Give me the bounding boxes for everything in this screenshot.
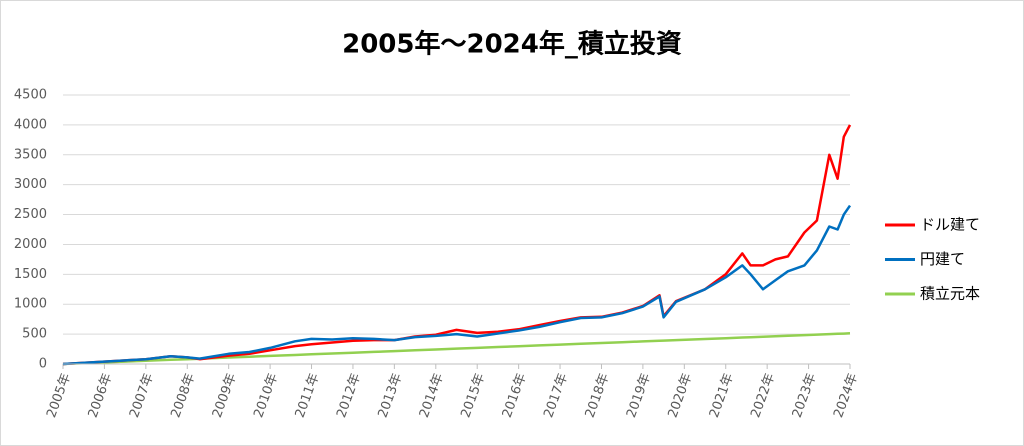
y-tick-label: 1000 <box>14 297 47 312</box>
y-tick-label: 0 <box>39 357 47 372</box>
y-tick-label: 4500 <box>14 88 47 103</box>
y-tick-label: 3500 <box>14 147 47 162</box>
chart-title: 2005年～2024年_積立投資 <box>342 29 682 60</box>
y-tick-label: 3000 <box>14 177 47 192</box>
y-tick-label: 1500 <box>14 267 47 282</box>
y-tick-label: 2500 <box>14 207 47 222</box>
legend-label: 円建て <box>920 250 965 268</box>
y-tick-label: 2000 <box>14 237 47 252</box>
y-tick-label: 4000 <box>14 117 47 132</box>
legend-label: 積立元本 <box>920 285 980 303</box>
legend-label: ドル建て <box>920 216 980 234</box>
series-line <box>62 332 851 366</box>
y-tick-label: 500 <box>22 327 47 342</box>
series-line <box>62 204 852 366</box>
series-line <box>62 124 852 366</box>
